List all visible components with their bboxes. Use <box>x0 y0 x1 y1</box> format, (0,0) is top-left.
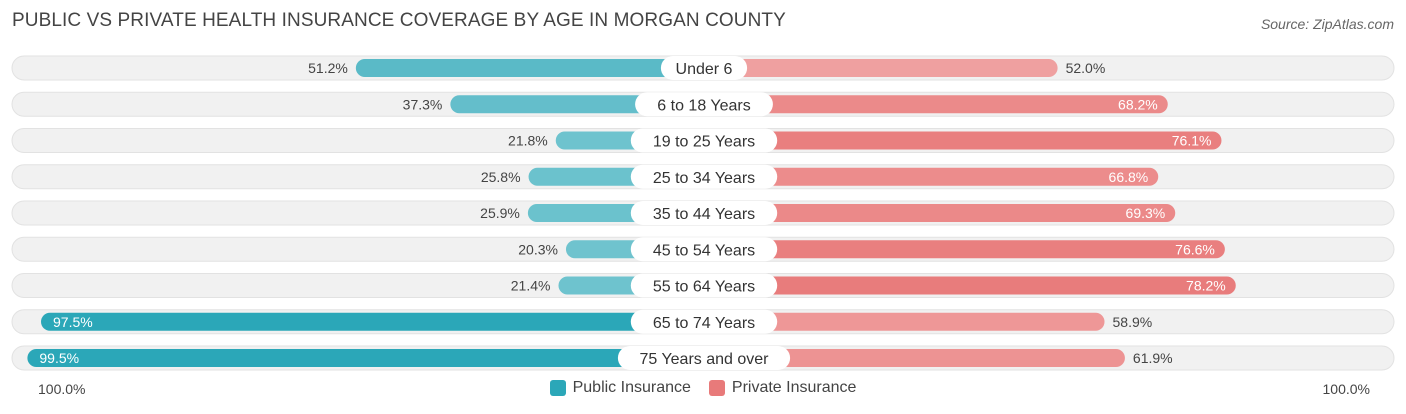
legend-swatch-public <box>549 380 566 396</box>
private-bar <box>704 312 1105 331</box>
private-value-label: 52.0% <box>1066 60 1106 76</box>
chart-area: 51.2% 52.0% Under 6 37.3% 68.2% 6 to 18 Years… <box>11 55 1395 371</box>
public-value-label: 37.3% <box>403 96 443 112</box>
private-value-label: 76.6% <box>1175 241 1215 257</box>
legend-item-public: Public Insurance <box>549 379 691 397</box>
category-pill <box>630 273 778 298</box>
source-note: Source: ZipAtlas.com <box>1260 16 1394 32</box>
category-label: Under 6 <box>676 61 733 78</box>
legend-swatch-private <box>708 380 725 396</box>
public-bar <box>27 349 704 367</box>
category-pill <box>617 346 791 370</box>
private-value-label: 66.8% <box>1109 169 1149 185</box>
public-value-label: 25.9% <box>480 205 520 221</box>
private-bar <box>704 131 1222 150</box>
category-label: 45 to 54 Years <box>653 242 755 259</box>
private-bar <box>704 349 1125 367</box>
private-bar <box>704 276 1236 295</box>
public-value-label: 20.3% <box>518 241 558 257</box>
private-value-label: 58.9% <box>1113 314 1153 330</box>
legend-item-private: Private Insurance <box>708 379 857 397</box>
private-value-label: 78.2% <box>1186 278 1226 294</box>
private-bar <box>704 240 1225 259</box>
public-value-label: 21.8% <box>508 133 548 149</box>
private-bar <box>704 95 1168 114</box>
category-pill <box>630 164 778 189</box>
private-bar <box>704 59 1058 77</box>
private-bar <box>704 167 1159 186</box>
private-value-label: 69.3% <box>1126 205 1166 221</box>
public-value-label: 21.4% <box>511 278 551 294</box>
axis-right-label: 100.0% <box>1322 381 1370 397</box>
private-value-label: 76.1% <box>1172 133 1212 149</box>
category-label: 65 to 74 Years <box>653 315 755 332</box>
private-bar <box>704 204 1176 222</box>
category-label: 35 to 44 Years <box>653 206 755 223</box>
public-bar <box>355 59 704 77</box>
legend-label-public: Public Insurance <box>572 379 691 396</box>
category-pill <box>630 201 778 225</box>
public-value-label: 51.2% <box>308 60 348 76</box>
category-pill <box>635 92 773 117</box>
category-pill <box>630 237 778 262</box>
category-pill <box>630 128 778 153</box>
public-value-label: 97.5% <box>53 314 93 330</box>
category-label: 25 to 34 Years <box>653 170 755 187</box>
legend: Public Insurance Private Insurance <box>0 379 1406 397</box>
category-label: 6 to 18 Years <box>657 97 750 114</box>
private-value-label: 68.2% <box>1118 96 1158 112</box>
private-value-label: 61.9% <box>1133 350 1173 366</box>
chart-title: PUBLIC VS PRIVATE HEALTH INSURANCE COVER… <box>12 10 786 31</box>
public-value-label: 25.8% <box>481 169 521 185</box>
public-value-label: 99.5% <box>39 350 79 366</box>
public-bar <box>41 312 704 331</box>
category-label: 19 to 25 Years <box>653 134 755 151</box>
category-pill <box>630 309 778 334</box>
category-pill <box>660 56 748 80</box>
axis-left-label: 100.0% <box>38 381 86 397</box>
legend-label-private: Private Insurance <box>731 379 857 396</box>
category-label: 75 Years and over <box>640 351 770 368</box>
category-label: 55 to 64 Years <box>653 279 755 296</box>
